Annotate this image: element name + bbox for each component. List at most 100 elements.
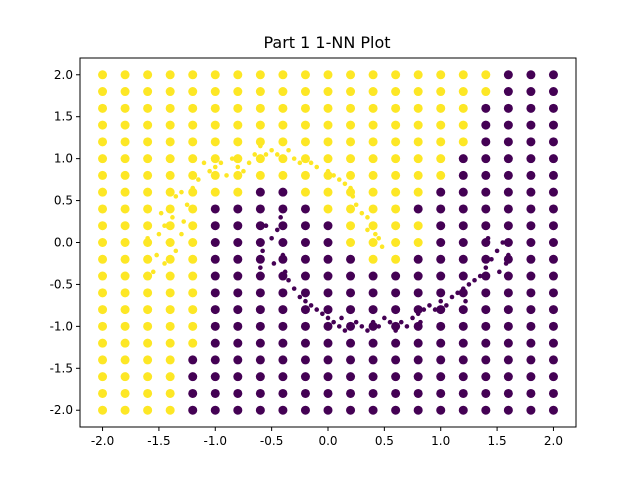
sample-point [500,240,506,245]
grid-point [143,87,153,97]
grid-point [458,254,468,264]
grid-point [436,103,446,113]
grid-point [233,137,243,147]
grid-point [120,271,130,281]
grid-point [391,338,401,348]
grid-point [255,338,265,348]
grid-point [458,338,468,348]
sample-point [460,286,466,291]
x-tick-label: 0.5 [375,434,394,448]
grid-point [188,238,198,247]
grid-point [255,120,265,130]
sample-point [410,315,415,321]
sample-point [339,315,344,321]
grid-point [436,305,446,315]
grid-point [526,372,536,382]
grid-point [346,170,356,180]
grid-point [548,305,558,315]
grid-point [458,305,468,315]
grid-point [346,154,356,164]
grid-point [481,204,491,214]
points-layer [98,70,558,415]
grid-point [165,372,175,382]
grid-point [143,355,153,365]
grid-point [503,70,513,80]
grid-point [120,137,130,147]
grid-point [210,70,220,80]
grid-point [436,355,446,365]
grid-point [143,238,153,247]
grid-point [503,338,513,348]
sample-point [438,298,444,304]
sample-point [331,319,336,325]
sample-point [336,324,342,329]
grid-point [391,87,401,97]
grid-point [188,70,198,80]
grid-point [548,355,558,365]
sample-point [258,265,263,270]
grid-point [458,372,468,382]
grid-point [413,70,423,80]
grid-point [481,305,491,315]
sample-point [303,156,308,161]
sample-point [382,315,387,321]
grid-point [233,288,243,298]
grid-point [210,170,220,180]
sample-point [483,265,489,270]
sample-point [365,215,370,220]
grid-point [143,405,153,415]
grid-point [413,238,423,247]
grid-point [210,120,220,130]
grid-point [278,70,288,80]
grid-point [526,170,536,180]
grid-point [458,137,468,147]
grid-point [120,288,130,298]
grid-point [413,204,423,214]
grid-point [503,154,513,164]
grid-point [233,187,243,197]
grid-point [458,154,468,164]
grid-point [391,305,401,315]
grid-point [210,405,220,415]
grid-point [346,355,356,365]
grid-point [368,321,378,331]
grid-point [413,254,423,264]
grid-point [458,87,468,97]
grid-point [188,154,198,164]
sample-point [274,227,280,233]
sample-point [427,303,432,308]
sample-point [278,215,283,220]
grid-point [391,238,401,247]
grid-point [300,187,310,197]
grid-point [436,70,446,80]
grid-point [368,204,378,214]
y-tick-label: -1.0 [50,319,73,333]
grid-point [165,271,175,281]
grid-point [413,271,423,281]
sample-point [373,231,378,237]
sample-point [506,252,511,258]
grid-point [368,87,378,97]
sample-point [376,236,382,241]
grid-point [481,372,491,382]
grid-point [188,372,198,382]
sample-point [320,311,325,317]
grid-point [436,170,446,180]
grid-point [323,405,333,415]
grid-point [120,170,130,180]
grid-point [143,204,153,214]
grid-point [188,288,198,298]
grid-point [278,137,288,147]
grid-point [278,372,288,382]
grid-point [503,204,513,214]
grid-point [143,154,153,164]
grid-point [300,204,310,214]
grid-point [98,238,108,247]
sample-point [331,173,336,178]
sample-point [421,307,427,312]
grid-point [300,70,310,80]
grid-point [436,204,446,214]
grid-point [255,254,265,264]
grid-point [233,321,243,331]
sample-point [353,202,359,208]
